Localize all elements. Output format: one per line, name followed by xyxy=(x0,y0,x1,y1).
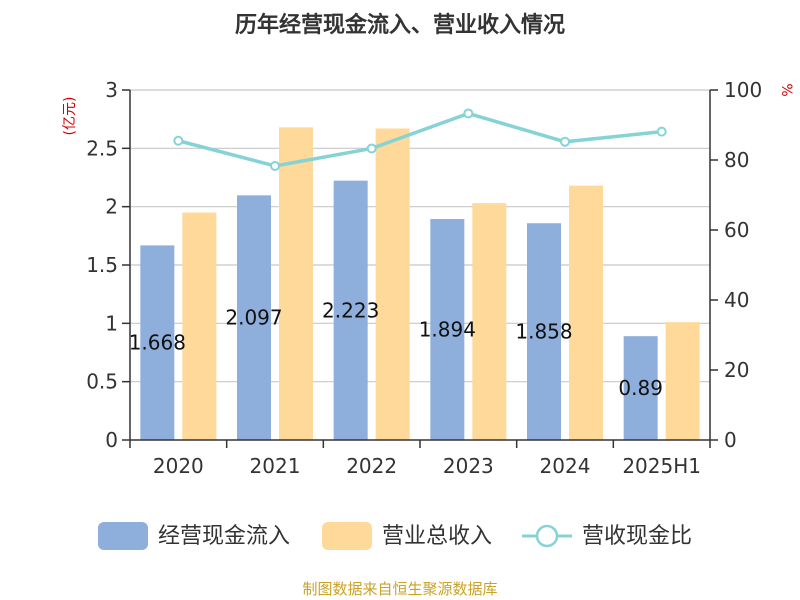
bar-cash-inflow-2021 xyxy=(237,195,271,440)
legend-label-ratio: 营收现金比 xyxy=(582,524,692,549)
chart-title: 历年经营现金流入、营业收入情况 xyxy=(235,12,565,38)
right-tick-label: 60 xyxy=(724,218,749,242)
ratio-line-path xyxy=(177,111,662,168)
left-tick-label: 0.5 xyxy=(86,370,118,394)
bars xyxy=(140,127,700,440)
legend: 经营现金流入 营业总收入 营收现金比 xyxy=(98,522,692,550)
x-tick-label-2025H1: 2025H1 xyxy=(622,454,701,478)
left-tick-label: 3 xyxy=(105,78,118,102)
grid-lines xyxy=(130,89,710,383)
bar-cash-inflow-2020 xyxy=(140,245,175,440)
bar-revenue-2022 xyxy=(375,128,410,440)
right-axis-unit: % xyxy=(778,83,794,96)
left-tick-label: 1.5 xyxy=(86,253,118,277)
data-label-2024: 1.858 xyxy=(515,320,572,344)
data-label-2020: 1.668 xyxy=(129,331,186,355)
data-label-2022: 2.223 xyxy=(322,298,379,322)
data-labels: 1.668 2.097 2.223 1.894 1.858 0.89 xyxy=(129,298,663,400)
x-tick-label-2024: 2024 xyxy=(540,454,591,478)
bar-revenue-2020 xyxy=(182,212,217,440)
right-tick-label: 20 xyxy=(724,358,749,382)
bar-revenue-2025H1 xyxy=(665,322,700,440)
ratio-point-2020 xyxy=(173,135,184,146)
bar-revenue-2021 xyxy=(279,127,313,440)
right-tick-label: 0 xyxy=(724,428,737,452)
left-tick-label: 0 xyxy=(105,428,118,452)
bar-revenue-2024 xyxy=(569,185,603,440)
bar-cash-inflow-2024 xyxy=(527,223,561,440)
ratio-point-2021 xyxy=(270,160,280,171)
legend-label-revenue: 营业总收入 xyxy=(382,524,492,549)
ratio-point-2023 xyxy=(463,108,474,119)
left-tick-label: 2.5 xyxy=(86,136,118,160)
legend-swatch-revenue xyxy=(322,522,372,550)
left-tick-label: 2 xyxy=(105,195,118,219)
ratio-point-2025H1 xyxy=(656,126,667,137)
x-tick-label-2021: 2021 xyxy=(250,454,301,478)
source-note: 制图数据来自恒生聚源数据库 xyxy=(302,580,497,598)
left-axis-unit: (亿元) xyxy=(62,97,78,136)
data-label-2025H1: 0.89 xyxy=(618,376,663,400)
x-tick-label-2020: 2020 xyxy=(153,454,204,478)
ratio-line xyxy=(173,108,667,171)
right-tick-label: 100 xyxy=(724,78,762,102)
data-label-2023: 1.894 xyxy=(419,318,476,342)
x-tick-label-2022: 2022 xyxy=(346,454,397,478)
bar-cash-inflow-2022 xyxy=(333,180,368,440)
legend-marker-ratio xyxy=(535,524,559,548)
right-tick-label: 40 xyxy=(724,288,749,312)
axes: 0 0.5 1 1.5 2 2.5 3 0 20 40 60 80 100 2020 2021 2022 202… xyxy=(86,78,762,478)
bar-revenue-2023 xyxy=(472,203,507,440)
data-label-2021: 2.097 xyxy=(225,306,282,330)
ratio-point-2024 xyxy=(560,136,570,147)
ratio-point-2022 xyxy=(366,143,377,154)
bar-cash-inflow-2023 xyxy=(430,219,465,440)
legend-swatch-cash-inflow xyxy=(98,522,148,550)
right-tick-label: 80 xyxy=(724,148,749,172)
bar-cash-inflow-2025H1 xyxy=(623,336,658,440)
legend-label-cash-inflow: 经营现金流入 xyxy=(158,524,290,549)
x-tick-label-2023: 2023 xyxy=(443,454,494,478)
left-tick-label: 1 xyxy=(105,311,118,335)
